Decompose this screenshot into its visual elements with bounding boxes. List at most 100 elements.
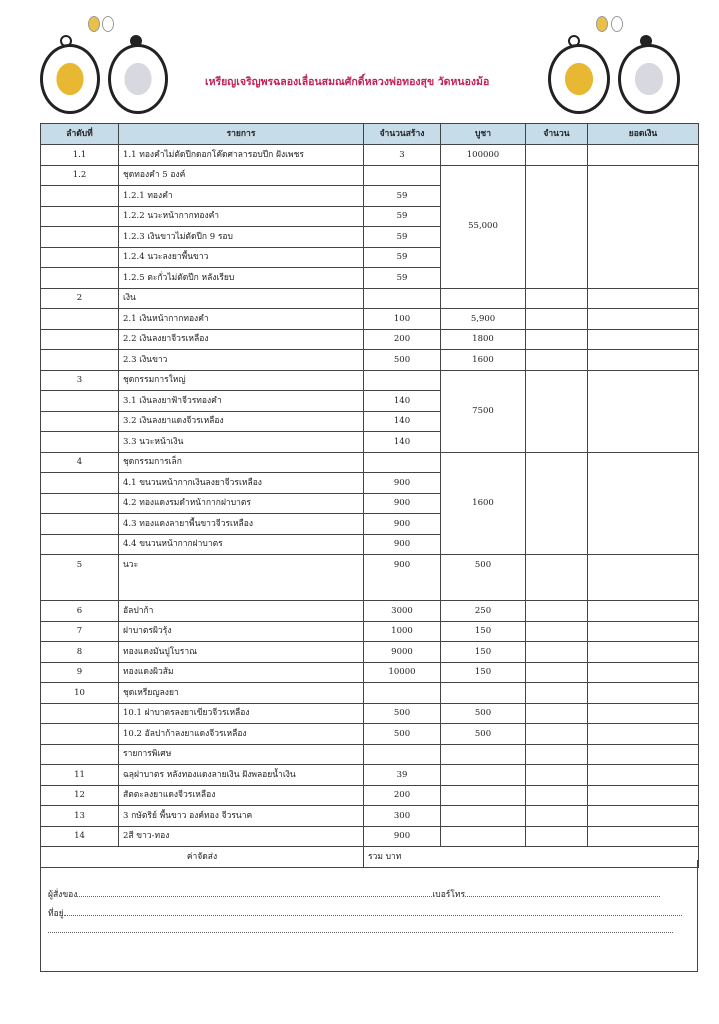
table-row: 3.1 เงินลงยาฟ้าจีวรทองคำ 140 bbox=[40, 390, 699, 412]
row-order-quantity-cell[interactable] bbox=[525, 144, 588, 166]
row-number: 1.2 bbox=[40, 164, 119, 186]
row-order-quantity-cell[interactable] bbox=[525, 600, 588, 622]
row-amount-cell[interactable] bbox=[587, 743, 699, 765]
row-amount-cell[interactable] bbox=[587, 287, 699, 309]
row-order-quantity-cell[interactable] bbox=[525, 641, 588, 663]
table-row: 8 ทองแดงมันปูโบราณ 9000 150 bbox=[40, 641, 699, 663]
row-quantity-made bbox=[363, 451, 441, 473]
row-quantity-made: 200 bbox=[363, 784, 441, 806]
phone-field[interactable] bbox=[465, 888, 661, 897]
row-number: 2 bbox=[40, 287, 119, 309]
row-order-quantity-cell[interactable] bbox=[525, 661, 588, 683]
row-amount-cell[interactable] bbox=[587, 328, 699, 350]
row-number bbox=[40, 702, 119, 724]
row-order-quantity-cell[interactable] bbox=[525, 743, 588, 765]
address-field-line-2[interactable] bbox=[48, 924, 673, 933]
row-item: อัลปาก้า bbox=[118, 600, 364, 622]
row-number: 12 bbox=[40, 784, 119, 806]
row-order-quantity-cell[interactable] bbox=[525, 702, 588, 724]
row-order-quantity-cell[interactable] bbox=[525, 451, 588, 555]
row-amount-cell[interactable] bbox=[587, 620, 699, 642]
row-price: 500 bbox=[440, 723, 526, 745]
table-row: 12 สัตตะลงยาแดงจีวรเหลือง 200 bbox=[40, 784, 699, 806]
total-label[interactable]: รวม บาท bbox=[363, 846, 699, 868]
mini-medal-icon bbox=[596, 16, 608, 32]
orderer-field[interactable] bbox=[77, 888, 433, 897]
row-amount-cell[interactable] bbox=[587, 661, 699, 683]
row-quantity-made: 59 bbox=[363, 246, 441, 268]
row-amount-cell[interactable] bbox=[587, 784, 699, 806]
row-quantity-made: 140 bbox=[363, 410, 441, 432]
row-quantity-made: 500 bbox=[363, 702, 441, 724]
row-order-quantity-cell[interactable] bbox=[525, 164, 588, 289]
row-number: 9 bbox=[40, 661, 119, 683]
row-order-quantity-cell[interactable] bbox=[525, 723, 588, 745]
column-header-no: ลำดับที่ bbox=[40, 123, 119, 145]
row-item: ชุดกรรมการใหญ่ bbox=[118, 369, 364, 391]
row-amount-cell[interactable] bbox=[587, 825, 699, 847]
row-amount-cell[interactable] bbox=[587, 554, 699, 601]
row-quantity-made bbox=[363, 743, 441, 765]
row-item: 3.1 เงินลงยาฟ้าจีวรทองคำ bbox=[118, 390, 364, 412]
row-number: 14 bbox=[40, 825, 119, 847]
row-number bbox=[40, 492, 119, 514]
row-quantity-made: 900 bbox=[363, 472, 441, 494]
table-row: 7 ฝาบาตรผิวรุ้ง 1000 150 bbox=[40, 620, 699, 642]
row-item: 4.2 ทองแดงรมดำหน้ากากฝาบาตร bbox=[118, 492, 364, 514]
row-amount-cell[interactable] bbox=[587, 164, 699, 289]
row-order-quantity-cell[interactable] bbox=[525, 369, 588, 453]
row-quantity-made: 59 bbox=[363, 226, 441, 248]
row-order-quantity-cell[interactable] bbox=[525, 825, 588, 847]
row-item: 4.3 ทองแดงลายาพื้นขาวจีวรเหลือง bbox=[118, 513, 364, 535]
row-order-quantity-cell[interactable] bbox=[525, 682, 588, 704]
row-order-quantity-cell[interactable] bbox=[525, 805, 588, 827]
row-amount-cell[interactable] bbox=[587, 369, 699, 453]
row-amount-cell[interactable] bbox=[587, 702, 699, 724]
row-amount-cell[interactable] bbox=[587, 641, 699, 663]
row-amount-cell[interactable] bbox=[587, 308, 699, 330]
table-row: 1.2.2 นวะหน้ากากทองคำ 59 bbox=[40, 205, 699, 227]
row-item: 2สี ขาว-ทอง bbox=[118, 825, 364, 847]
gold-medal-image bbox=[40, 44, 100, 114]
row-amount-cell[interactable] bbox=[587, 682, 699, 704]
row-order-quantity-cell[interactable] bbox=[525, 328, 588, 350]
address-field[interactable] bbox=[63, 907, 682, 916]
customer-info-form: ผู้สั่งของ เบอร์โทร ที่อยู่ bbox=[40, 860, 698, 972]
row-order-quantity-cell[interactable] bbox=[525, 554, 588, 601]
row-price: 100000 bbox=[440, 144, 526, 166]
row-amount-cell[interactable] bbox=[587, 451, 699, 555]
row-item: 10.1 ฝาบาตรลงยาเขียวจีวรเหลือง bbox=[118, 702, 364, 724]
row-item: 3.3 นวะหน้าเงิน bbox=[118, 431, 364, 453]
row-amount-cell[interactable] bbox=[587, 349, 699, 371]
row-number: 11 bbox=[40, 764, 119, 786]
row-item: ชุดกรรมการเล็ก bbox=[118, 451, 364, 473]
row-number bbox=[40, 226, 119, 248]
row-amount-cell[interactable] bbox=[587, 600, 699, 622]
row-order-quantity-cell[interactable] bbox=[525, 620, 588, 642]
row-order-quantity-cell[interactable] bbox=[525, 287, 588, 309]
row-number bbox=[40, 267, 119, 289]
table-row: 3.2 เงินลงยาแดงจีวรเหลือง 140 bbox=[40, 410, 699, 432]
row-order-quantity-cell[interactable] bbox=[525, 764, 588, 786]
row-order-quantity-cell[interactable] bbox=[525, 349, 588, 371]
row-amount-cell[interactable] bbox=[587, 805, 699, 827]
row-order-quantity-cell[interactable] bbox=[525, 308, 588, 330]
row-amount-cell[interactable] bbox=[587, 144, 699, 166]
row-item: 10.2 อัลปาก้าลงยาแดงจีวรเหลือง bbox=[118, 723, 364, 745]
row-number bbox=[40, 185, 119, 207]
row-item: 4.1 ขนวนหน้ากากเงินลงยาจีวรเหลือง bbox=[118, 472, 364, 494]
row-number: 10 bbox=[40, 682, 119, 704]
row-amount-cell[interactable] bbox=[587, 764, 699, 786]
row-quantity-made: 500 bbox=[363, 723, 441, 745]
row-quantity-made: 300 bbox=[363, 805, 441, 827]
row-item: ทองแดงมันปูโบราณ bbox=[118, 641, 364, 663]
column-header-price: บูชา bbox=[440, 123, 526, 145]
row-quantity-made: 200 bbox=[363, 328, 441, 350]
table-row: 2.1 เงินหน้ากากทองคำ 100 5,900 bbox=[40, 308, 699, 330]
row-number bbox=[40, 743, 119, 765]
table-row: 11 ฉลุฝาบาตร หลังทองแดงลายเงิน ฝังพลอยน้ำ… bbox=[40, 764, 699, 786]
table-row: 2.3 เงินขาว 500 1600 bbox=[40, 349, 699, 371]
row-amount-cell[interactable] bbox=[587, 723, 699, 745]
row-order-quantity-cell[interactable] bbox=[525, 784, 588, 806]
mini-medal-icon bbox=[102, 16, 114, 32]
